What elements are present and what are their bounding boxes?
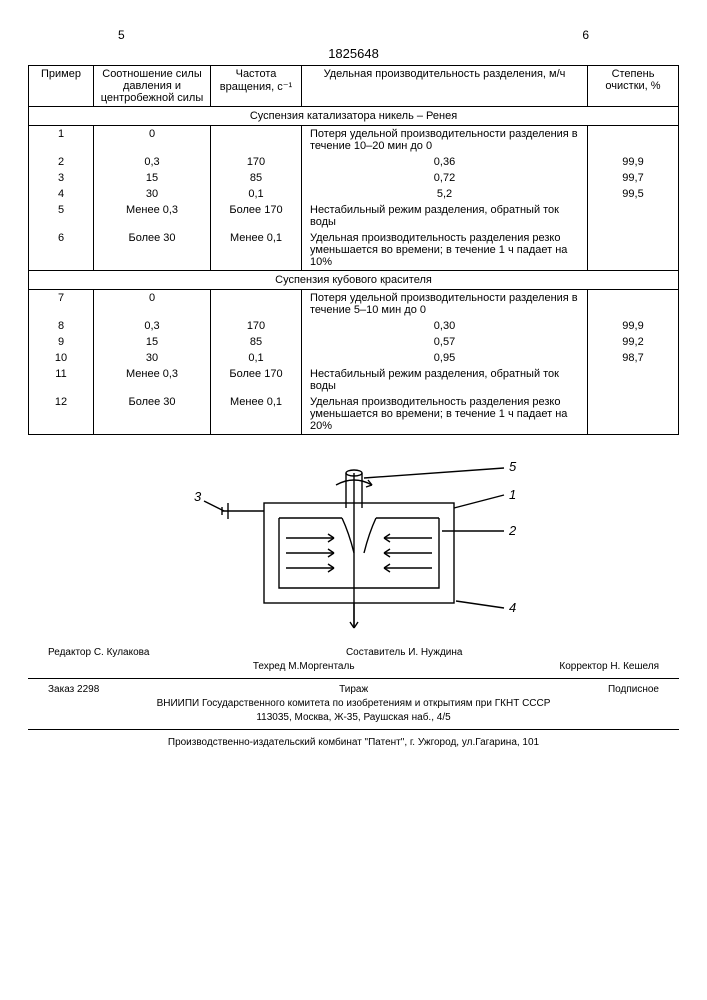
col-header: Пример — [29, 66, 94, 107]
table-row: 80,31700,3099,9 — [29, 318, 679, 334]
table-row: 20,31700,3699,9 — [29, 154, 679, 170]
diagram-label-1: 1 — [509, 487, 516, 502]
table-row: 12Более 30Менее 0,1Удельная производител… — [29, 394, 679, 435]
table-row: 70Потеря удельной производительности раз… — [29, 290, 679, 319]
diagram-label-5: 5 — [509, 459, 517, 474]
footer-order: Заказ 2298 Тираж Подписное ВНИИПИ Госуда… — [28, 683, 679, 725]
col-header: Частота вращения, с⁻¹ — [211, 66, 302, 107]
page-right: 6 — [582, 28, 589, 42]
corrector: Корректор Н. Кешеля — [559, 660, 659, 674]
diagram-label-2: 2 — [508, 523, 517, 538]
table-row: 10Потеря удельной производительности раз… — [29, 126, 679, 155]
table-row: 4300,15,299,5 — [29, 186, 679, 202]
table-row: 6Более 30Менее 0,1Удельная производитель… — [29, 230, 679, 271]
diagram-label-4: 4 — [509, 600, 516, 615]
col-header: Соотношение силы давления и центробежной… — [94, 66, 211, 107]
patent-number: 1825648 — [28, 46, 679, 61]
table-row: 5Менее 0,3Более 170Нестабильный режим ра… — [29, 202, 679, 230]
section-title: Суспензия катализатора никель – Ренея — [29, 107, 679, 126]
table-row: 11Менее 0,3Более 170Нестабильный режим р… — [29, 366, 679, 394]
table-row: 915850,5799,2 — [29, 334, 679, 350]
section-title: Суспензия кубового красителя — [29, 271, 679, 290]
data-table: Пример Соотношение силы давления и центр… — [28, 65, 679, 435]
credits-block: Редактор С. Кулакова Составитель И. Нужд… — [28, 646, 679, 674]
footer-publisher: Производственно-издательский комбинат "П… — [28, 736, 679, 750]
col-header: Удельная производительность разделения, … — [302, 66, 588, 107]
col-header: Степень очистки, % — [588, 66, 679, 107]
apparatus-diagram: 5 1 2 3 4 — [28, 453, 679, 636]
compiler: Составитель И. Нуждина — [346, 646, 463, 660]
techred: Техред М.Моргенталь — [253, 660, 355, 674]
diagram-label-3: 3 — [194, 489, 202, 504]
table-row: 10300,10,9598,7 — [29, 350, 679, 366]
editor: Редактор С. Кулакова — [48, 646, 149, 660]
page-left: 5 — [118, 28, 125, 42]
table-row: 315850,7299,7 — [29, 170, 679, 186]
